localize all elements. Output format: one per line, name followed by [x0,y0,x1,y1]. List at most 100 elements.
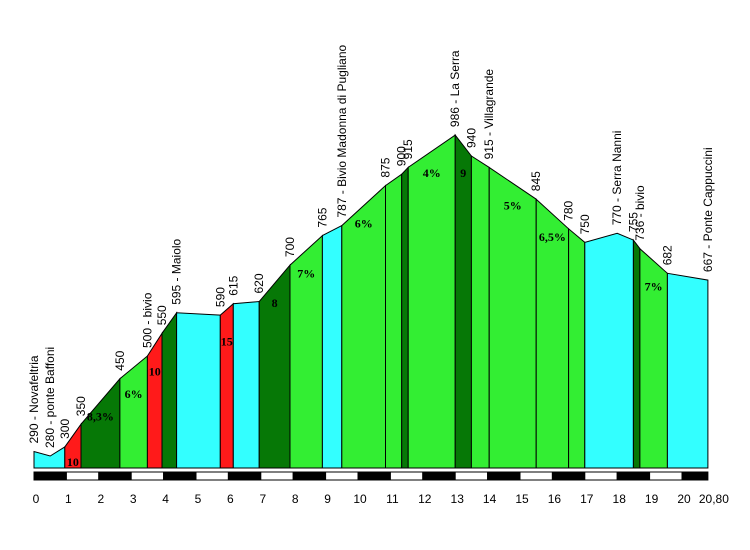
profile-segment [401,166,409,469]
waypoint-label: 915 [401,139,415,159]
gradient-label: 10 [149,364,161,378]
x-tick-label: 13 [451,492,465,506]
waypoint-label: 500 - bivio [140,292,154,348]
km-axis-band [649,471,683,481]
km-axis-band [98,471,132,481]
profile-segment [584,232,634,469]
profile-segment [666,272,709,469]
waypoint-label: 765 [315,207,329,227]
waypoint-label: 940 [464,128,478,148]
km-axis-band [584,471,618,481]
x-tick-label: 8 [292,492,299,506]
waypoint-label: 845 [529,171,543,191]
x-tick-label: 3 [130,492,137,506]
x-tick-label: 2 [97,492,104,506]
waypoint-label: 300 [58,419,72,439]
gradient-label: 7% [645,280,663,294]
waypoint-label: 667 - Ponte Cappuccini [701,147,715,272]
km-axis-band [260,471,294,481]
waypoint-label: 550 [155,305,169,325]
waypoint-label: 450 [113,350,127,370]
waypoint-label: 290 - Novafeltria [27,355,41,443]
gradient-label: 4% [423,166,441,180]
waypoint-label: 770 - Serra Nanni [610,131,624,226]
profile-segment [454,133,472,469]
profile-segment [568,227,586,469]
waypoint-label: 780 [562,200,576,220]
km-axis-band [389,471,424,481]
km-axis-band [227,471,262,481]
km-axis-band [163,471,197,481]
waypoint-label: 750 [578,214,592,234]
profile-segment [33,445,66,469]
km-axis-band [681,471,709,481]
waypoint-label: 700 [283,237,297,257]
km-axis-band [551,471,586,481]
profile-segment [488,166,537,469]
waypoint-label: 875 [379,157,393,177]
x-tick-label: 20 [677,492,691,506]
profile-segment [232,300,260,469]
profile-segment [176,312,221,469]
profile-segment [385,173,403,469]
km-axis-band [325,471,359,481]
waypoint-label: 280 - ponte Baffoni [43,347,57,448]
x-tick-label: 16 [548,492,562,506]
waypoint-label: 915 - Villagrande [482,69,496,160]
km-axis-band [292,471,327,481]
km-axis-band [422,471,456,481]
profile-segment [407,134,456,469]
x-tick-label: 1 [65,492,72,506]
km-axis-band [195,471,229,481]
x-tick-label: 19 [645,492,659,506]
x-tick-label: 4 [162,492,169,506]
waypoint-label: 615 [226,275,240,295]
gradient-label: 6% [355,217,373,231]
waypoint-label: 590 [213,287,227,307]
waypoint-label: 986 - La Serra [448,50,462,127]
gradient-label: 9 [460,166,466,180]
x-tick-label: 15 [515,492,529,506]
profile-segment [219,302,234,469]
profile-segment [321,224,343,469]
x-tick-label: 12 [418,492,432,506]
gradient-label: 6,5% [539,230,566,244]
gradient-labels: 10 8,3% 6% 10 15 8 7% 6% 4% 9 5% 6,5% 7% [67,166,663,469]
profile-segment [632,238,641,469]
x-tick-label: 14 [483,492,497,506]
gradient-label: 7% [297,267,315,281]
x-tick-label: 7 [259,492,266,506]
gradient-segments [33,133,709,469]
waypoint-label: 350 [74,396,88,416]
waypoint-label: 595 - Maiolo [170,238,184,304]
km-axis-band [487,471,521,481]
gradient-label: 15 [221,335,233,349]
x-tick-label: 18 [613,492,627,506]
x-tick-label: 6 [227,492,234,506]
waypoint-label: 900 [395,146,409,166]
km-axis-band [33,471,67,481]
gradient-label: 8 [272,296,278,310]
profile-segment [161,311,178,469]
x-tick-label: 0 [33,492,40,506]
x-tick-label: 5 [195,492,202,506]
profile-segment [470,155,490,469]
gradient-label: 6% [125,387,143,401]
x-tick-label: 10 [353,492,367,506]
waypoint-label: 620 [252,273,266,293]
waypoint-label: 755 [626,212,640,232]
gradient-label: 8,3% [87,410,114,424]
km-axis-band [357,471,391,481]
km-axis-band [616,471,651,481]
gradient-label: 10 [67,455,79,469]
waypoint-labels: 290 - Novafeltria 280 - ponte Baffoni 3003… [27,44,715,448]
km-axis: 0 1 2 3 4 5 6 7 8 9 10 11 12 13 14 15 16 17 18 19 20 20,80 [33,471,729,506]
km-axis-band [519,471,553,481]
km-axis-band [65,471,100,481]
waypoint-label: 787 - Bivio Madonna di Pugliano [335,44,349,217]
waypoint-label: 682 [660,245,674,265]
gradient-label: 5% [504,198,522,212]
x-tick-label: 17 [580,492,594,506]
profile-segment [146,331,163,469]
